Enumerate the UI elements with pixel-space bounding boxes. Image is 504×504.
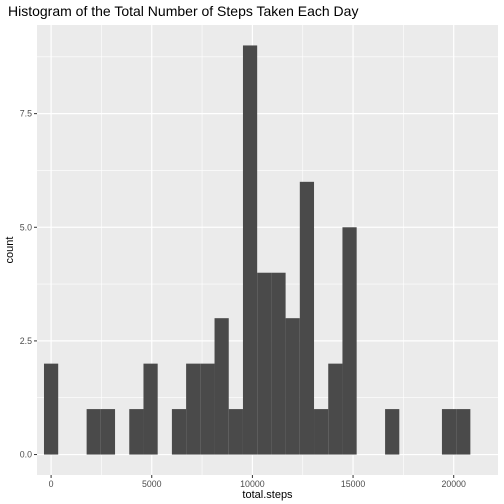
histogram-bar bbox=[242, 45, 258, 455]
y-tick-label: 2.5 bbox=[20, 336, 32, 346]
histogram-bar bbox=[299, 181, 315, 455]
histogram-bar bbox=[285, 318, 300, 455]
y-axis-title: count bbox=[4, 237, 16, 264]
histogram-bar bbox=[342, 227, 357, 455]
x-tick-label: 10000 bbox=[240, 479, 265, 489]
histogram-bar bbox=[100, 409, 116, 455]
histogram-bar bbox=[441, 409, 457, 455]
histogram-bar bbox=[143, 363, 158, 455]
y-tick-label: 7.5 bbox=[20, 109, 32, 119]
x-tick-label: 15000 bbox=[341, 479, 366, 489]
x-axis: 0 5000 10000 15000 20000 bbox=[49, 475, 466, 489]
histogram-bar bbox=[129, 409, 144, 455]
x-tick-label: 5000 bbox=[142, 479, 162, 489]
histogram-bar bbox=[200, 363, 215, 455]
x-axis-title: total.steps bbox=[242, 489, 293, 501]
y-tick-label: 0.0 bbox=[20, 450, 32, 460]
histogram-bar bbox=[328, 363, 343, 455]
histogram-bar bbox=[271, 272, 286, 455]
histogram-bar bbox=[228, 409, 243, 455]
histogram-bar bbox=[257, 272, 272, 455]
x-tick-label: 0 bbox=[49, 479, 54, 489]
histogram-bar bbox=[456, 409, 471, 455]
histogram-bar bbox=[43, 363, 59, 455]
histogram-bar bbox=[186, 363, 201, 455]
chart-title: Histogram of the Total Number of Steps T… bbox=[8, 3, 358, 19]
y-tick-label: 5.0 bbox=[20, 222, 32, 232]
histogram-bar bbox=[314, 409, 329, 455]
y-axis: 0.0 2.5 5.0 7.5 bbox=[20, 109, 37, 460]
histogram-bar bbox=[86, 409, 101, 455]
histogram-bar bbox=[385, 409, 400, 455]
histogram-bars bbox=[43, 45, 471, 455]
histogram-bar bbox=[171, 409, 187, 455]
x-tick-label: 20000 bbox=[441, 479, 466, 489]
histogram-bar bbox=[214, 318, 229, 455]
